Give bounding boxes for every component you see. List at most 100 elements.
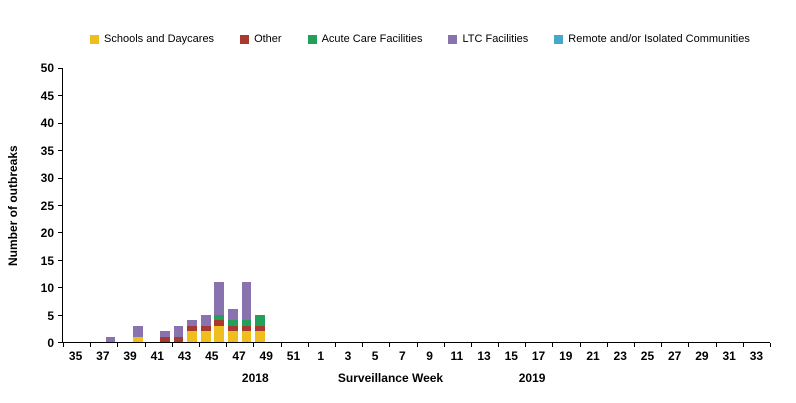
x-tick-mark	[334, 343, 336, 347]
x-tick-label: 17	[531, 349, 546, 363]
legend-item-1: Other	[240, 33, 282, 45]
bar-segment-week-43	[173, 336, 184, 342]
y-tick-label: 30	[40, 171, 54, 185]
legend-swatch-icon	[448, 34, 458, 44]
y-tick-mark	[58, 342, 62, 343]
x-tick-label: 39	[123, 349, 137, 363]
y-tick-label: 50	[40, 61, 54, 75]
y-tick-label: 5	[47, 308, 54, 323]
bar-segment-week-43	[173, 325, 184, 337]
x-tick-mark	[715, 343, 717, 347]
legend-item-0: Schools and Daycares	[90, 33, 214, 45]
bar-segment-week-46	[214, 325, 225, 342]
x-tick-label: 19	[559, 349, 573, 363]
bar-segment-week-48	[241, 325, 252, 332]
bar-segment-week-48	[241, 281, 252, 321]
bar-segment-week-47	[228, 331, 238, 342]
x-tick-mark	[389, 343, 391, 347]
legend-label: Acute Care Facilities	[321, 33, 423, 45]
legend-label: Remote and/or Isolated Communities	[568, 33, 750, 45]
x-tick-label: 41	[150, 349, 164, 363]
y-tick-label: 25	[40, 198, 54, 213]
x-tick-label: 35	[68, 349, 83, 363]
x-tick-label: 49	[259, 349, 273, 363]
x-tick-label: 25	[640, 349, 655, 363]
legend-label: LTC Facilities	[462, 33, 529, 45]
x-axis-title: Surveillance Week	[337, 371, 444, 385]
chart-legend: Schools and Daycares Other Acute Care Faci…	[90, 33, 792, 45]
bar-segment-week-46	[214, 320, 225, 326]
plot-area	[58, 68, 771, 347]
x-tick-mark	[579, 343, 581, 347]
x-tick-mark	[688, 343, 690, 347]
x-tick-mark	[117, 343, 119, 347]
bar-segment-week-47	[228, 320, 238, 326]
y-tick-mark	[58, 122, 62, 124]
x-tick-mark	[470, 343, 472, 347]
x-tick-mark	[661, 343, 663, 347]
y-tick-label: 40	[40, 116, 54, 130]
y-tick-label: 0	[47, 336, 54, 350]
bar-segment-week-42	[160, 331, 170, 337]
legend-swatch-icon	[240, 34, 250, 44]
x-tick-mark	[307, 343, 309, 347]
bar-segment-week-45	[200, 314, 211, 326]
x-tick-label: 1	[317, 349, 325, 363]
bar-segment-week-46	[214, 314, 225, 321]
x-tick-label: 47	[232, 349, 246, 363]
bar-segment-week-44	[187, 331, 198, 342]
x-tick-mark	[253, 343, 255, 347]
bar-segment-week-38	[105, 336, 116, 342]
x-tick-label: 51	[286, 349, 301, 363]
x-axis-footer: 2018 Surveillance Week 2019	[62, 371, 770, 387]
legend-label: Other	[254, 33, 282, 45]
x-tick-mark	[498, 343, 500, 347]
bar-segment-week-48	[241, 320, 252, 326]
y-tick-label: 20	[40, 226, 54, 240]
bar-segment-week-46	[214, 281, 225, 315]
bar-segment-week-49	[255, 325, 266, 332]
y-tick-mark	[58, 287, 62, 289]
x-tick-label: 7	[399, 349, 406, 363]
legend-swatch-icon	[90, 34, 99, 44]
bar-segment-week-44	[187, 320, 198, 326]
bar-segment-week-47	[228, 309, 238, 321]
x-tick-mark	[198, 343, 200, 347]
bar-segment-week-44	[187, 325, 198, 332]
x-tick-mark	[362, 343, 364, 347]
x-tick-label: 9	[426, 349, 433, 363]
x-tick-mark	[634, 343, 636, 347]
x-tick-label: 11	[450, 349, 464, 363]
x-tick-mark	[416, 343, 418, 347]
x-tick-label: 13	[477, 349, 491, 363]
legend-item-3: LTC Facilities	[448, 33, 528, 45]
x-tick-label: 23	[613, 349, 627, 363]
x-tick-mark	[171, 343, 173, 347]
legend-item-2: Acute Care Facilities	[307, 33, 423, 45]
x-tick-label: 31	[722, 349, 736, 363]
x-tick-mark	[63, 343, 64, 347]
x-tick-mark	[443, 343, 445, 347]
x-tick-mark	[90, 343, 92, 347]
y-tick-mark	[58, 68, 62, 69]
y-tick-mark	[58, 95, 62, 97]
x-tick-mark	[226, 343, 228, 347]
legend-swatch-icon	[307, 34, 317, 44]
bar-segment-week-49	[255, 331, 266, 342]
x-tick-mark	[742, 343, 744, 347]
x-tick-mark	[144, 343, 146, 347]
year-label-2019: 2019	[518, 371, 546, 385]
x-tick-label: 33	[749, 349, 764, 363]
y-tick-mark	[58, 259, 62, 261]
y-tick-mark	[58, 150, 62, 152]
x-tick-label: 43	[177, 349, 192, 363]
x-tick-label: 5	[371, 349, 379, 363]
x-tick-label: 21	[586, 349, 600, 363]
y-tick-label: 10	[40, 281, 54, 295]
y-tick-mark	[58, 205, 62, 206]
y-tick-mark	[58, 314, 62, 316]
bar-segment-week-49	[255, 314, 266, 326]
x-axis-tick-labels: 35 37 39 41 43 45 47 49 51 1 3 5 7 9 11 13 15 17 19 21 23 25 2…	[62, 349, 770, 363]
legend-label: Schools and Daycares	[104, 33, 215, 45]
x-tick-mark	[552, 343, 554, 347]
